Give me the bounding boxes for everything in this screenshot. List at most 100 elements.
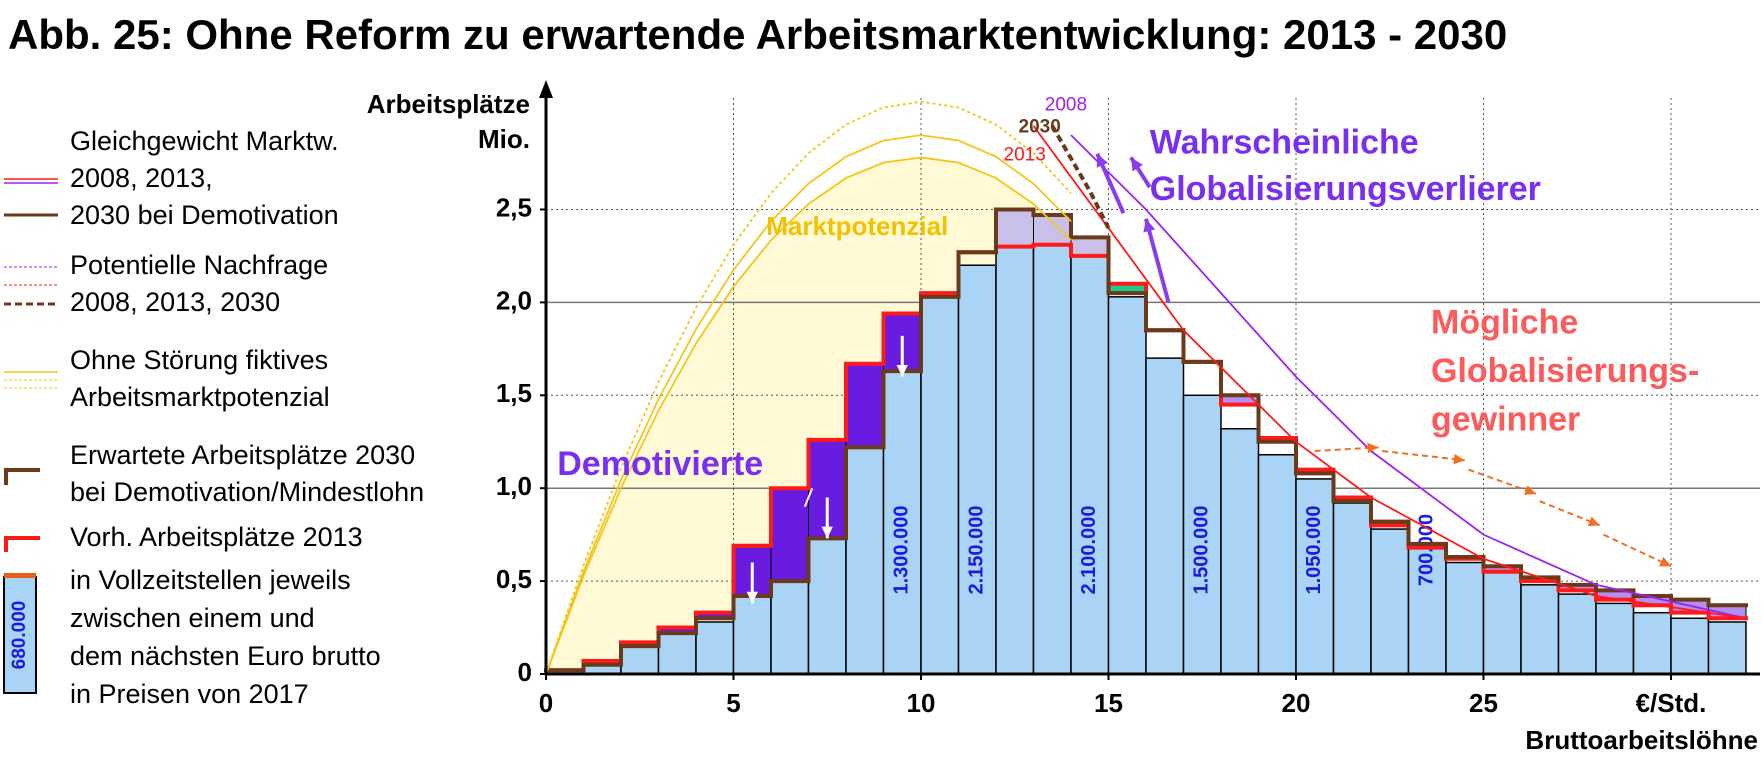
curve <box>545 156 1072 675</box>
annotation: Marktpotenzial <box>766 211 948 241</box>
bar-annotation: 700.000 <box>1416 514 1438 586</box>
legend-label: Erwartete Arbeitsplätze 2030 <box>70 440 415 470</box>
arrow-head <box>821 526 833 539</box>
legend-swatch <box>4 536 40 552</box>
arrow-head <box>746 591 758 604</box>
bar <box>1520 584 1560 675</box>
legend-label: Potentielle Nachfrage <box>70 250 328 280</box>
y-tick-label: 0 <box>518 657 532 687</box>
bar <box>1220 427 1260 675</box>
curve <box>1050 124 1111 229</box>
x-tick-label: 5 <box>726 688 740 718</box>
x-tick-label: 20 <box>1282 688 1311 718</box>
bar <box>1145 357 1185 675</box>
annotation: 2013 <box>1004 145 1046 166</box>
bar-annotation: 2.150.000 <box>966 506 988 595</box>
arrow <box>1382 450 1465 462</box>
arrow-head <box>1659 556 1671 567</box>
legend-label: in Vollzeitstellen jeweils <box>70 565 351 595</box>
legend-label: Arbeitsmarktpotenzial <box>70 382 330 412</box>
arrow-head <box>1524 485 1536 496</box>
bar <box>732 595 772 675</box>
bar <box>845 446 885 675</box>
bar <box>1182 394 1222 675</box>
annotation: Globalisierungsverlierer <box>1150 170 1541 208</box>
legend-label: Vorh. Arbeitsplätze 2013 <box>70 522 363 552</box>
legend-swatches <box>3 178 58 694</box>
bar <box>1595 602 1635 675</box>
annotation: gewinner <box>1431 400 1580 438</box>
legend-swatch <box>4 573 36 578</box>
bar-annotation: 2.100.000 <box>1078 506 1100 595</box>
y-tick-label: 1,5 <box>496 378 532 408</box>
legend-swatch <box>4 468 40 485</box>
x-tick-label: 10 <box>907 688 936 718</box>
bar-annotation: 1.050.000 <box>1303 506 1325 595</box>
y-axis-label: Mio. <box>478 124 530 154</box>
arrow-head <box>1367 442 1379 454</box>
difference-bar <box>845 363 884 448</box>
bar <box>657 632 697 675</box>
annotation: 2030 <box>1019 117 1061 138</box>
arrow-head <box>1587 516 1600 527</box>
annotation: Mögliche <box>1431 304 1578 342</box>
y-axis-label: Arbeitsplätze <box>367 89 530 119</box>
legend-label: in Preisen von 2017 <box>70 679 309 709</box>
difference-bar <box>995 208 1034 248</box>
bar <box>1257 453 1297 675</box>
y-axis-arrow <box>539 80 553 98</box>
arrow <box>1144 218 1171 303</box>
bar <box>1107 296 1147 675</box>
bar <box>1632 611 1672 675</box>
bar <box>1032 242 1072 675</box>
legend-label: Ohne Störung fiktives <box>70 345 328 375</box>
x-tick-label: 25 <box>1469 688 1498 718</box>
bar <box>1707 621 1747 675</box>
pointer <box>803 487 814 508</box>
legend-label: Gleichgewicht Marktw. <box>70 126 339 156</box>
legend-label: 2030 bei Demotivation <box>70 200 339 230</box>
y-tick-label: 2,5 <box>496 192 532 222</box>
bar <box>1332 502 1372 675</box>
annotation: Globalisierungs- <box>1431 352 1699 390</box>
bar <box>1482 571 1522 675</box>
difference-bar <box>770 487 809 582</box>
bars-layer <box>545 208 1747 675</box>
front-layer: 1.300.000 2.150.000 2.100.000 1.500.000 1.05… <box>544 100 1748 675</box>
bar <box>1670 617 1710 675</box>
legend-label: 2008, 2013, <box>70 163 213 193</box>
arrow-head <box>1131 157 1143 172</box>
x-tick-label: €/Std. <box>1636 688 1707 718</box>
legend-swatch <box>3 576 37 694</box>
legend-label: bei Demotivation/Mindestlohn <box>70 477 424 507</box>
difference-bar <box>1033 214 1072 246</box>
x-tick-label: 15 <box>1094 688 1123 718</box>
bar <box>695 621 735 675</box>
bar <box>882 370 922 675</box>
chart-title: Abb. 25: Ohne Reform zu erwartende Arbei… <box>8 11 1507 58</box>
arrow-head <box>1453 453 1465 465</box>
curve <box>545 134 1072 675</box>
curve <box>545 100 1072 675</box>
bar <box>1407 546 1447 675</box>
bar <box>807 537 847 675</box>
bar <box>620 645 660 675</box>
annotation: 2008 <box>1045 94 1087 115</box>
legend-label: zwischen einem und <box>70 603 315 633</box>
bar <box>1070 255 1110 675</box>
x-axis-label: Bruttoarbeitslöhne <box>1525 725 1758 755</box>
arrow-head <box>896 365 908 377</box>
bar <box>1370 528 1410 675</box>
arrow-head <box>1143 218 1156 233</box>
bar <box>920 296 960 675</box>
arrow <box>1468 468 1537 495</box>
legend-label: 2008, 2013, 2030 <box>70 287 280 317</box>
difference-bar <box>1070 236 1109 257</box>
legend-label: dem nächsten Euro brutto <box>70 641 381 671</box>
x-tick-label: 0 <box>539 688 553 718</box>
y-tick-label: 0,5 <box>496 564 532 594</box>
bar-annotation: 1.500.000 <box>1191 506 1213 595</box>
bar <box>1557 593 1597 675</box>
curve <box>1070 134 1747 620</box>
y-tick-label: 1,0 <box>496 471 532 501</box>
